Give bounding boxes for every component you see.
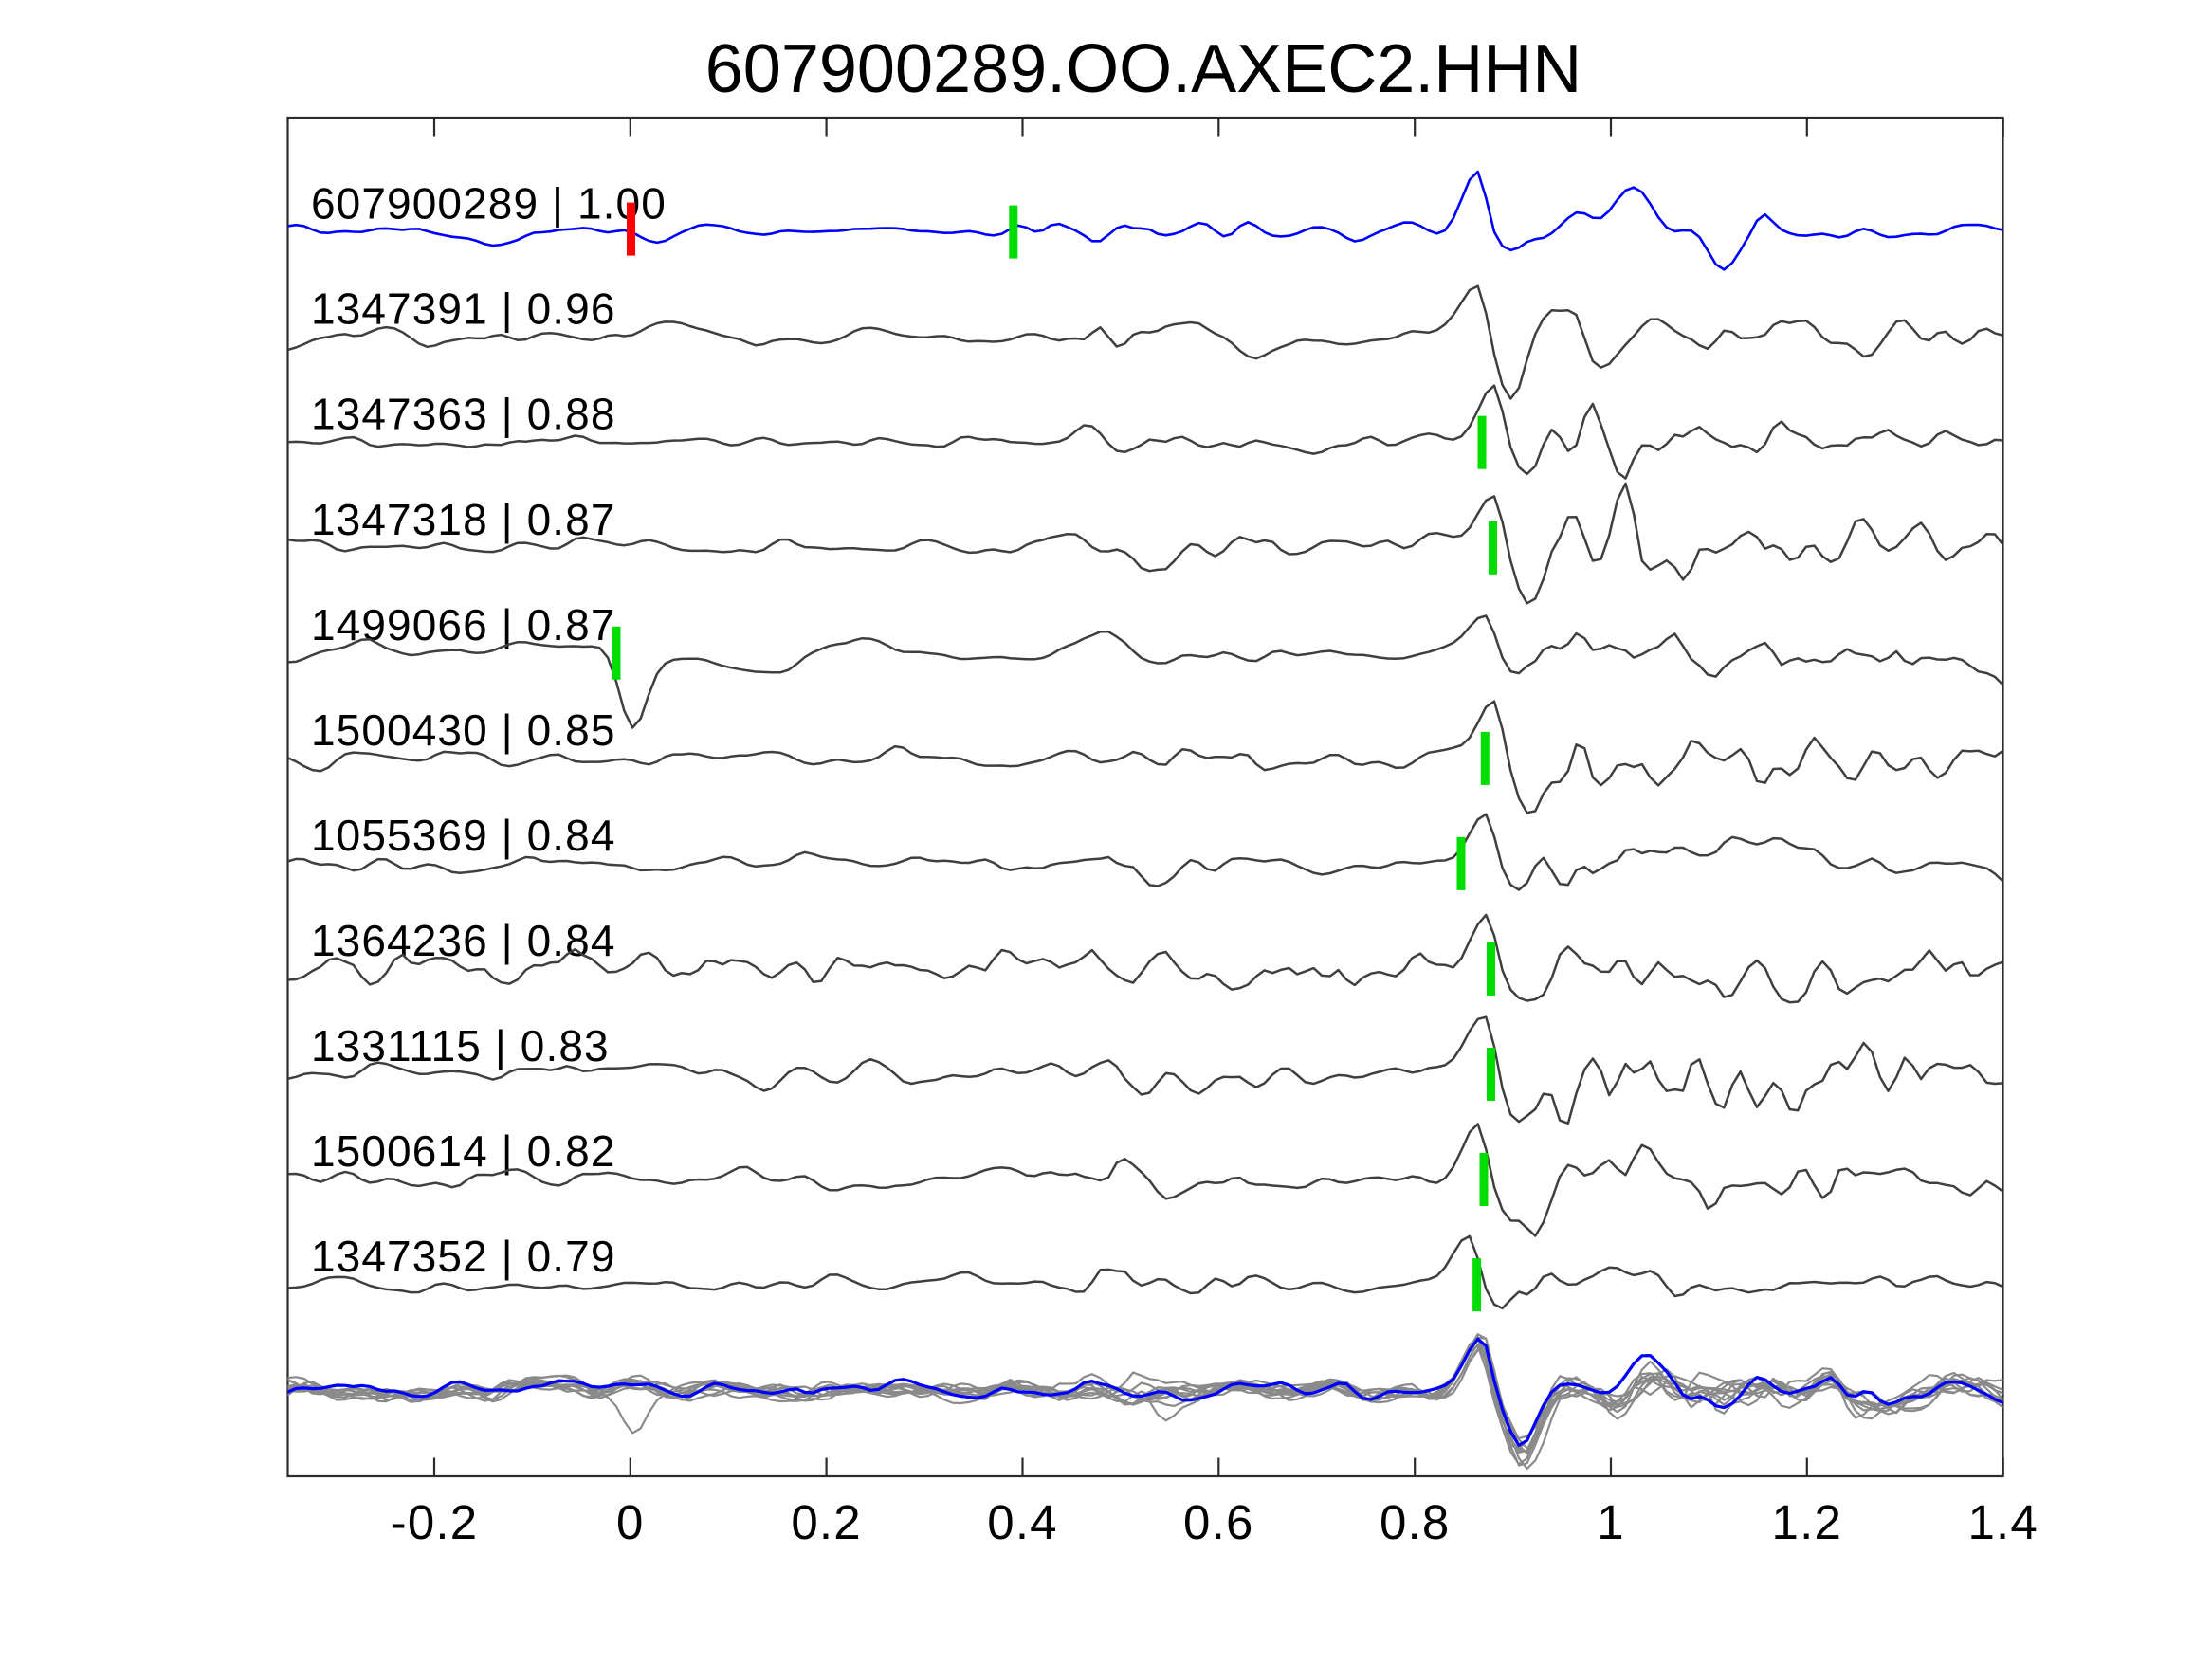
svg-text:1347318 | 0.87: 1347318 | 0.87 [311,495,616,544]
svg-text:1500614 | 0.82: 1500614 | 0.82 [311,1126,616,1176]
svg-text:1347391 | 0.96: 1347391 | 0.96 [311,284,616,334]
svg-text:1364236 | 0.84: 1364236 | 0.84 [311,916,616,965]
svg-text:0.6: 0.6 [1183,1495,1254,1549]
svg-text:607900289 | 1.00: 607900289 | 1.00 [311,179,667,229]
svg-text:1347363 | 0.88: 1347363 | 0.88 [311,390,616,439]
svg-text:1055369 | 0.84: 1055369 | 0.84 [311,811,616,860]
svg-text:-0.2: -0.2 [391,1495,479,1549]
svg-text:1: 1 [1597,1495,1625,1549]
svg-text:1500430 | 0.85: 1500430 | 0.85 [311,705,616,755]
svg-text:607900289.OO.AXEC2.HHN: 607900289.OO.AXEC2.HHN [705,31,1582,107]
svg-text:0.4: 0.4 [987,1495,1058,1549]
svg-text:0.8: 0.8 [1380,1495,1451,1549]
svg-text:1347352 | 0.79: 1347352 | 0.79 [311,1232,616,1281]
svg-text:1331115 | 0.83: 1331115 | 0.83 [311,1021,610,1070]
svg-text:1499066 | 0.87: 1499066 | 0.87 [311,600,616,649]
svg-text:0.2: 0.2 [791,1495,862,1549]
svg-text:1.4: 1.4 [1967,1495,2038,1549]
svg-text:1.2: 1.2 [1772,1495,1843,1549]
svg-text:0: 0 [616,1495,645,1549]
